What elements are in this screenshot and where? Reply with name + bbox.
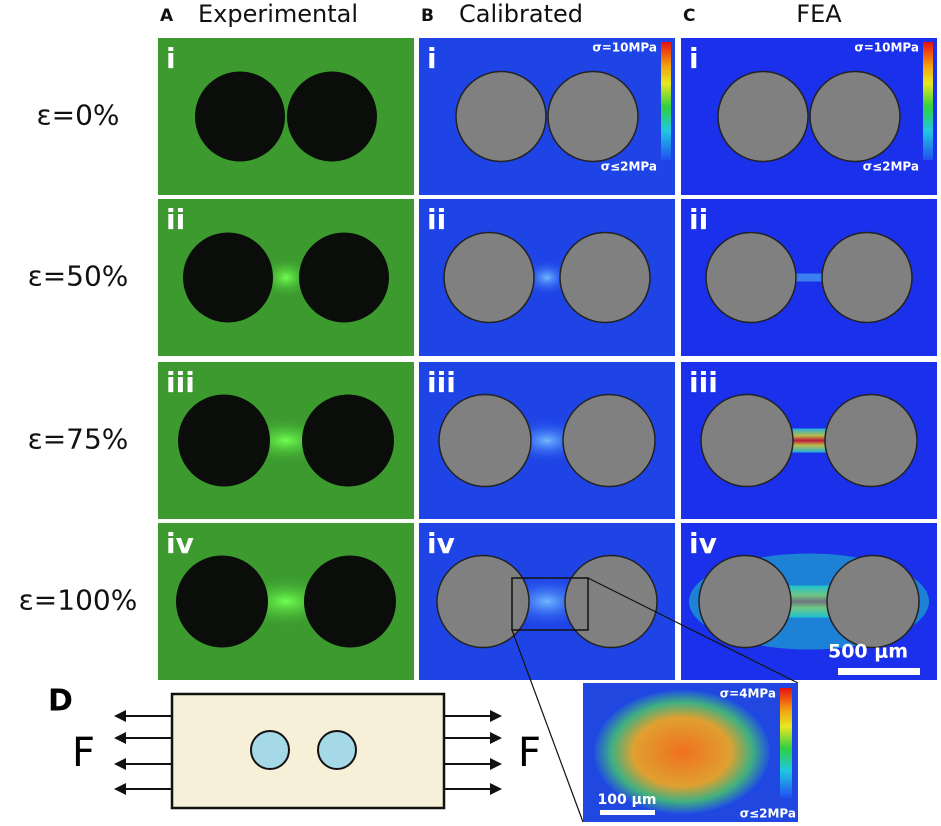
arrow-head xyxy=(490,732,502,744)
row-numeral: i xyxy=(689,42,699,75)
hole xyxy=(250,730,290,770)
force-arrows xyxy=(114,710,502,795)
hole xyxy=(809,70,901,163)
row-numeral: iii xyxy=(166,366,195,399)
column-title: Experimental xyxy=(198,0,358,28)
hole xyxy=(700,393,794,488)
hole xyxy=(547,70,639,163)
hole xyxy=(302,394,394,487)
arrow-head xyxy=(490,710,502,722)
colorbar-max: σ=4MPa xyxy=(720,687,776,701)
hole xyxy=(564,554,658,649)
hole xyxy=(821,231,913,324)
arrow-head xyxy=(114,732,126,744)
row-label: ε=50% xyxy=(28,260,129,293)
colorbar xyxy=(661,42,671,160)
hole xyxy=(287,71,377,162)
hole xyxy=(559,231,651,324)
zoom-line xyxy=(587,577,799,684)
arrow-head xyxy=(490,783,502,795)
hole xyxy=(176,555,268,648)
row-numeral: i xyxy=(427,42,437,75)
hole xyxy=(705,231,797,324)
panel-letter: D xyxy=(48,684,73,719)
hole xyxy=(299,232,389,323)
row-numeral: iv xyxy=(427,527,455,560)
panel-letter: B xyxy=(421,6,434,26)
column-title: Calibrated xyxy=(459,0,583,28)
specimen xyxy=(170,692,446,810)
arrow-head xyxy=(114,710,126,722)
row-numeral: iii xyxy=(427,366,456,399)
scale-bar xyxy=(600,810,655,815)
row-label: ε=100% xyxy=(19,584,138,617)
scale-bar xyxy=(838,668,920,675)
hole xyxy=(178,394,270,487)
arrow-head xyxy=(114,758,126,770)
colorbar-min: σ≤2MPa xyxy=(863,160,919,174)
panel-letter: A xyxy=(160,6,174,26)
hole xyxy=(698,554,792,649)
column-title: FEA xyxy=(796,0,842,28)
colorbar xyxy=(923,42,933,160)
row-numeral: iv xyxy=(166,527,194,560)
row-numeral: iv xyxy=(689,527,717,560)
colorbar-max: σ=10MPa xyxy=(592,41,657,55)
row-numeral: i xyxy=(166,42,176,75)
row-label: ε=0% xyxy=(36,99,119,132)
hole xyxy=(304,555,396,648)
panels xyxy=(158,38,937,680)
hole xyxy=(443,231,535,324)
hole xyxy=(717,70,809,163)
hole xyxy=(826,554,920,649)
colorbar-min: σ≤2MPa xyxy=(601,160,657,174)
zoom-box xyxy=(511,577,589,631)
strain-glow xyxy=(258,256,314,299)
hole xyxy=(438,393,532,488)
hole xyxy=(436,554,530,649)
colorbar-min: σ≤2MPa xyxy=(740,807,796,821)
arrow-head xyxy=(490,758,502,770)
row-label: ε=75% xyxy=(28,423,129,456)
hole xyxy=(455,70,547,163)
hole xyxy=(317,730,357,770)
panel-letter: C xyxy=(683,6,695,26)
row-numeral: ii xyxy=(689,203,708,236)
force-label: F xyxy=(518,730,541,776)
colorbar-max: σ=10MPa xyxy=(854,41,919,55)
force-label: F xyxy=(72,730,95,776)
row-numeral: ii xyxy=(166,203,185,236)
colorbar xyxy=(780,688,792,798)
scale-bar-label: 100 μm xyxy=(598,792,657,808)
hole xyxy=(195,71,285,162)
row-numeral: iii xyxy=(689,366,718,399)
hole xyxy=(183,232,273,323)
stress-band xyxy=(751,273,867,282)
hole xyxy=(562,393,656,488)
hole xyxy=(824,393,918,488)
row-numeral: ii xyxy=(427,203,446,236)
scale-bar-label: 500 μm xyxy=(828,641,908,663)
stress-glow xyxy=(523,259,571,296)
zoom-line xyxy=(511,629,584,823)
stress-field xyxy=(594,690,770,814)
arrow-head xyxy=(114,783,126,795)
